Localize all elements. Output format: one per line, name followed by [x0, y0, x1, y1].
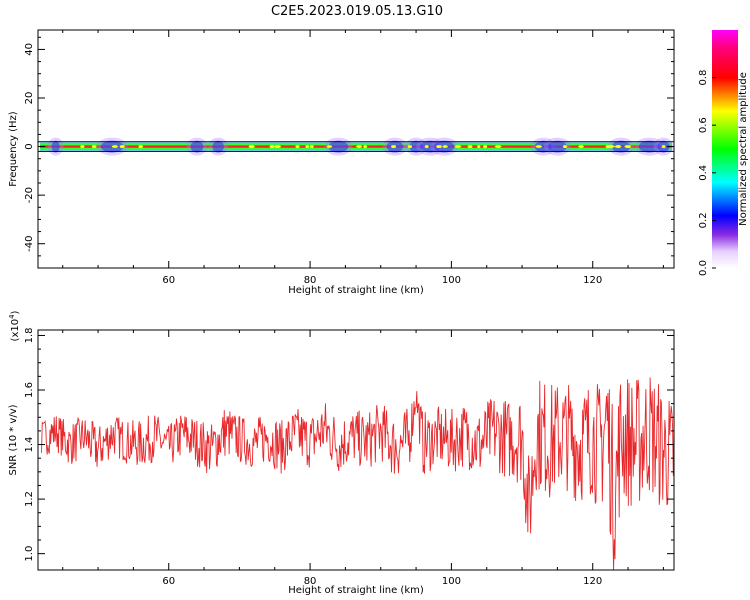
x-tick-label: 120	[583, 275, 602, 286]
band-hotspot	[326, 145, 333, 148]
y-tick-label: -40	[24, 236, 35, 252]
colorbar-tick-label: 0.0	[698, 260, 709, 276]
spectrogram-axes-frame	[37, 29, 675, 269]
colorbar-gradient	[712, 30, 738, 268]
colorbar-tick-label: 0.6	[698, 117, 709, 133]
spectrogram-reference-lines	[38, 141, 674, 152]
band-hotspot	[248, 145, 254, 148]
snr-y-tick-label: 1.8	[24, 328, 35, 344]
band-hotspot	[309, 145, 314, 148]
snr-series-line	[41, 377, 674, 570]
snr-y-tick-label: 1.0	[24, 546, 35, 562]
band-hotspot	[295, 145, 300, 148]
band-blob-core	[638, 140, 660, 153]
band-hotspot	[477, 145, 481, 148]
snr-y-tick-label: 1.6	[24, 382, 35, 398]
snr-ticks: 60 80 100 120 1.0 1.2 1.4 1.6 1.8	[24, 328, 674, 587]
band-hotspot	[535, 145, 542, 148]
band-blob-core	[534, 140, 552, 153]
band-hotspot	[626, 145, 631, 148]
y-tick-label: -20	[24, 187, 35, 203]
band-hotspot	[442, 145, 448, 148]
snr-x-tick-label: 80	[304, 576, 317, 587]
y-tick-label: 20	[24, 92, 35, 105]
band-blob-core	[547, 140, 567, 153]
snr-multiplier-close: )	[10, 310, 21, 314]
band-hotspot	[436, 145, 440, 148]
colorbar-tick-label: 0.8	[698, 70, 709, 86]
x-tick-label: 80	[304, 275, 317, 286]
snr-x-axis-label: Height of straight line (km)	[288, 585, 424, 596]
band-hotspot	[305, 145, 310, 148]
snr-x-tick-label: 120	[583, 576, 602, 587]
band-hotspot	[91, 145, 97, 148]
band-hotspot	[424, 145, 429, 148]
colorbar-tick-label: 0.2	[698, 212, 709, 228]
band-hotspot	[467, 145, 473, 148]
spectrogram-ticks: 60 80 100 120 -40 -20 0 20 40	[24, 30, 674, 286]
spectrogram-panel: 60 80 100 120 -40 -20 0 20 40 Height of straight…	[8, 29, 675, 296]
band-hotspot	[661, 145, 666, 148]
snr-panel: 60 80 100 120 1.0 1.2 1.4 1.6 1.8 Height of stra…	[8, 310, 675, 596]
colorbar: 0.0 0.2 0.4 0.6 0.8 Normalized spectral ampl…	[698, 30, 749, 276]
band-hotspot	[615, 145, 622, 148]
band-blob-core	[420, 140, 441, 153]
figure-title: C2E5.2023.019.05.13.G10	[271, 4, 443, 19]
band-blob-core	[190, 140, 204, 153]
colorbar-tick-label: 0.4	[698, 165, 709, 181]
y-tick-label: 0	[24, 143, 35, 149]
band-blob-core	[51, 140, 60, 153]
spectrogram-y-axis-label: Frequency (Hz)	[8, 111, 19, 187]
band-blob-core	[328, 140, 349, 153]
band-hotspot	[269, 145, 275, 148]
band-hotspot	[483, 145, 488, 148]
band-hotspot	[111, 145, 119, 148]
band-hotspot	[605, 145, 611, 148]
band-hotspot	[391, 145, 397, 148]
band-hotspot	[356, 145, 362, 148]
band-blob-core	[212, 140, 224, 153]
y-tick-label: 40	[24, 43, 35, 56]
band-hotspot	[80, 145, 85, 148]
x-tick-label: 60	[162, 275, 175, 286]
snr-multiplier-exponent: 4	[8, 314, 16, 319]
band-hotspot	[139, 145, 143, 148]
band-hotspot	[578, 145, 584, 148]
band-hotspot	[274, 145, 279, 148]
band-core	[40, 145, 672, 148]
snr-axes-frame	[37, 329, 675, 571]
snr-y-tick-label: 1.2	[24, 491, 35, 507]
band-hotspot	[363, 145, 368, 148]
band-hotspot	[562, 145, 568, 148]
band-hotspot	[407, 145, 413, 148]
snr-y-tick-label: 1.4	[24, 437, 35, 453]
x-tick-label: 100	[442, 275, 461, 286]
band-hotspot	[454, 145, 462, 148]
band-blob-core	[409, 140, 423, 153]
snr-x-tick-label: 60	[162, 576, 175, 587]
band-hotspot	[119, 145, 125, 148]
colorbar-ticks: 0.0 0.2 0.4 0.6 0.8	[698, 70, 716, 276]
snr-x-tick-label: 100	[442, 576, 461, 587]
snr-y-axis-label: SNR (10 * v/v)	[8, 404, 19, 475]
snr-multiplier-label: (x104)	[8, 310, 21, 341]
spectrogram-x-axis-label: Height of straight line (km)	[288, 285, 424, 296]
colorbar-label: Normalized spectral amplitude	[738, 72, 749, 226]
band-hotspot	[494, 145, 502, 148]
snr-multiplier-text: (x10	[10, 319, 21, 342]
